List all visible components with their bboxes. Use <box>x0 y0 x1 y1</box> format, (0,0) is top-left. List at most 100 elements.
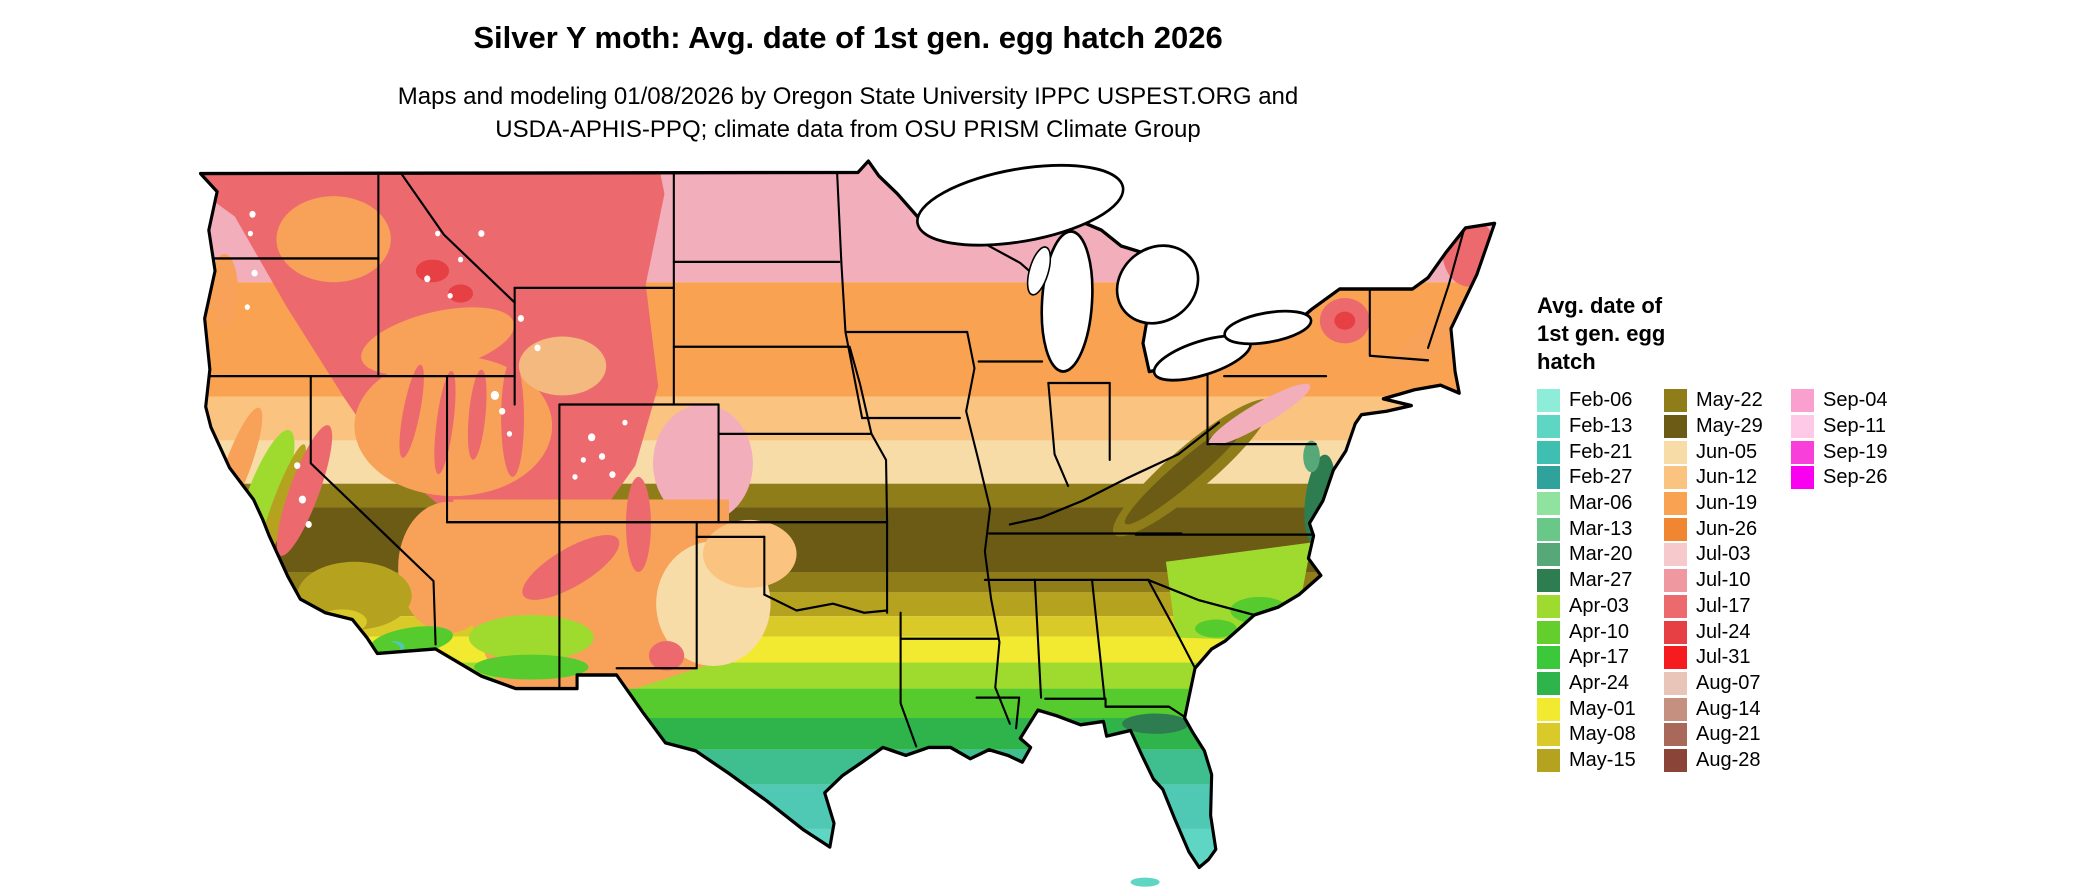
legend-entry: Jul-31 <box>1664 645 1791 671</box>
legend-swatch <box>1537 517 1560 541</box>
legend-label: Mar-20 <box>1569 543 1633 566</box>
legend-label: May-22 <box>1696 389 1763 412</box>
legend-label: Mar-13 <box>1569 517 1633 540</box>
legend-title-line: Avg. date of <box>1537 293 1663 318</box>
legend-label: Apr-10 <box>1569 620 1630 643</box>
legend-entry: Mar-27 <box>1537 568 1664 594</box>
legend-label: Sep-04 <box>1823 389 1888 412</box>
legend-entry: Jun-12 <box>1664 465 1791 491</box>
legend-swatch <box>1537 440 1560 464</box>
legend-entry: Feb-13 <box>1537 414 1664 440</box>
legend-entry: Aug-28 <box>1664 748 1791 774</box>
legend-swatch <box>1537 492 1560 516</box>
lake-superior <box>916 163 1125 247</box>
legend-entry: Mar-06 <box>1537 491 1664 517</box>
legend-entry: Sep-19 <box>1791 439 1888 465</box>
legend-label: May-01 <box>1569 697 1636 720</box>
legend-title-line: hatch <box>1537 349 1596 374</box>
legend-entry: Apr-17 <box>1537 645 1664 671</box>
legend-swatch <box>1537 569 1560 593</box>
legend-column: Sep-04 Sep-11 Sep-19 Sep-26 <box>1791 388 1888 773</box>
legend-column: Feb-06 Feb-13 Feb-21 Feb-27 Mar-06 Mar-13 Mar-… <box>1537 388 1664 773</box>
legend-entry: Apr-10 <box>1537 619 1664 645</box>
legend-entry: Jul-24 <box>1664 619 1791 645</box>
legend-swatch <box>1664 697 1687 721</box>
mountain-peak-specks <box>244 210 628 528</box>
legend-label: Jun-26 <box>1696 517 1758 540</box>
legend-label: Jul-31 <box>1696 646 1751 669</box>
legend-swatch <box>1537 415 1560 439</box>
legend-label: Aug-21 <box>1696 723 1761 746</box>
legend-label: Sep-11 <box>1823 415 1887 438</box>
legend-swatch <box>1537 646 1560 670</box>
legend-label: Sep-19 <box>1823 440 1888 463</box>
legend-label: Jun-19 <box>1696 492 1758 515</box>
legend-entry: Apr-24 <box>1537 671 1664 697</box>
legend-swatch <box>1664 671 1687 695</box>
legend-swatch <box>1537 671 1560 695</box>
legend-swatch <box>1664 492 1687 516</box>
legend-label: Apr-03 <box>1569 594 1630 617</box>
legend-entry: Jun-26 <box>1664 516 1791 542</box>
great-lakes <box>916 163 1313 382</box>
legend-entry: Feb-27 <box>1537 465 1664 491</box>
legend-swatch <box>1537 723 1560 747</box>
legend-swatch <box>1664 543 1687 567</box>
legend-entry: Apr-03 <box>1537 594 1664 620</box>
legend-entry: Aug-07 <box>1664 671 1791 697</box>
legend-entry: Aug-21 <box>1664 722 1791 748</box>
west-region-overlays <box>200 161 797 689</box>
legend-swatch <box>1791 440 1814 464</box>
legend-swatch <box>1664 620 1687 644</box>
us-map <box>198 159 1497 887</box>
legend-label: May-29 <box>1696 415 1763 438</box>
legend-label: Jul-03 <box>1696 543 1751 566</box>
legend-label: Aug-07 <box>1696 671 1761 694</box>
legend-swatch <box>1664 415 1687 439</box>
green-bay <box>1026 246 1052 296</box>
legend-label: Jun-12 <box>1696 466 1758 489</box>
legend-label: Feb-06 <box>1569 389 1633 412</box>
legend-label: Apr-24 <box>1569 671 1630 694</box>
lake-huron <box>1115 244 1200 325</box>
map-raster-fill <box>200 161 1495 868</box>
legend-label: May-08 <box>1569 723 1636 746</box>
legend-swatch <box>1537 748 1560 772</box>
legend-entry: Jun-19 <box>1664 491 1791 517</box>
legend-swatch <box>1664 594 1687 618</box>
page-title: Silver Y moth: Avg. date of 1st gen. egg… <box>473 20 1223 55</box>
legend-swatch <box>1664 389 1687 413</box>
legend-label: Feb-21 <box>1569 440 1633 463</box>
subtitle-line-2: USDA-APHIS-PPQ; climate data from OSU PR… <box>495 116 1201 143</box>
legend-label: Feb-27 <box>1569 466 1633 489</box>
legend-entry: May-01 <box>1537 696 1664 722</box>
legend-label: Aug-14 <box>1696 697 1761 720</box>
legend-swatch <box>1664 646 1687 670</box>
legend-column: May-22 May-29 Jun-05 Jun-12 Jun-19 Jun-26 Jul-… <box>1664 388 1791 773</box>
legend-entry: May-08 <box>1537 722 1664 748</box>
legend-swatch <box>1537 389 1560 413</box>
legend: Feb-06 Feb-13 Feb-21 Feb-27 Mar-06 Mar-13 Mar-… <box>1537 388 1888 773</box>
legend-entry: Sep-26 <box>1791 465 1888 491</box>
legend-label: Feb-13 <box>1569 415 1633 438</box>
legend-swatch <box>1791 466 1814 490</box>
legend-label: Jul-24 <box>1696 620 1751 643</box>
legend-swatch <box>1664 723 1687 747</box>
legend-label: Apr-17 <box>1569 646 1630 669</box>
legend-entry: Jul-17 <box>1664 594 1791 620</box>
legend-swatch <box>1537 620 1560 644</box>
legend-label: Sep-26 <box>1823 466 1888 489</box>
legend-entry: Jul-03 <box>1664 542 1791 568</box>
florida-keys <box>1130 877 1160 887</box>
lake-michigan <box>1040 230 1094 373</box>
legend-label: Jul-10 <box>1696 569 1751 592</box>
legend-label: Aug-28 <box>1696 748 1761 771</box>
legend-title-line: 1st gen. egg <box>1537 321 1666 346</box>
legend-entry: Mar-20 <box>1537 542 1664 568</box>
legend-swatch <box>1664 440 1687 464</box>
legend-label: May-15 <box>1569 748 1636 771</box>
legend-label: Jun-05 <box>1696 440 1758 463</box>
legend-entry: Mar-13 <box>1537 516 1664 542</box>
legend-entry: Jul-10 <box>1664 568 1791 594</box>
